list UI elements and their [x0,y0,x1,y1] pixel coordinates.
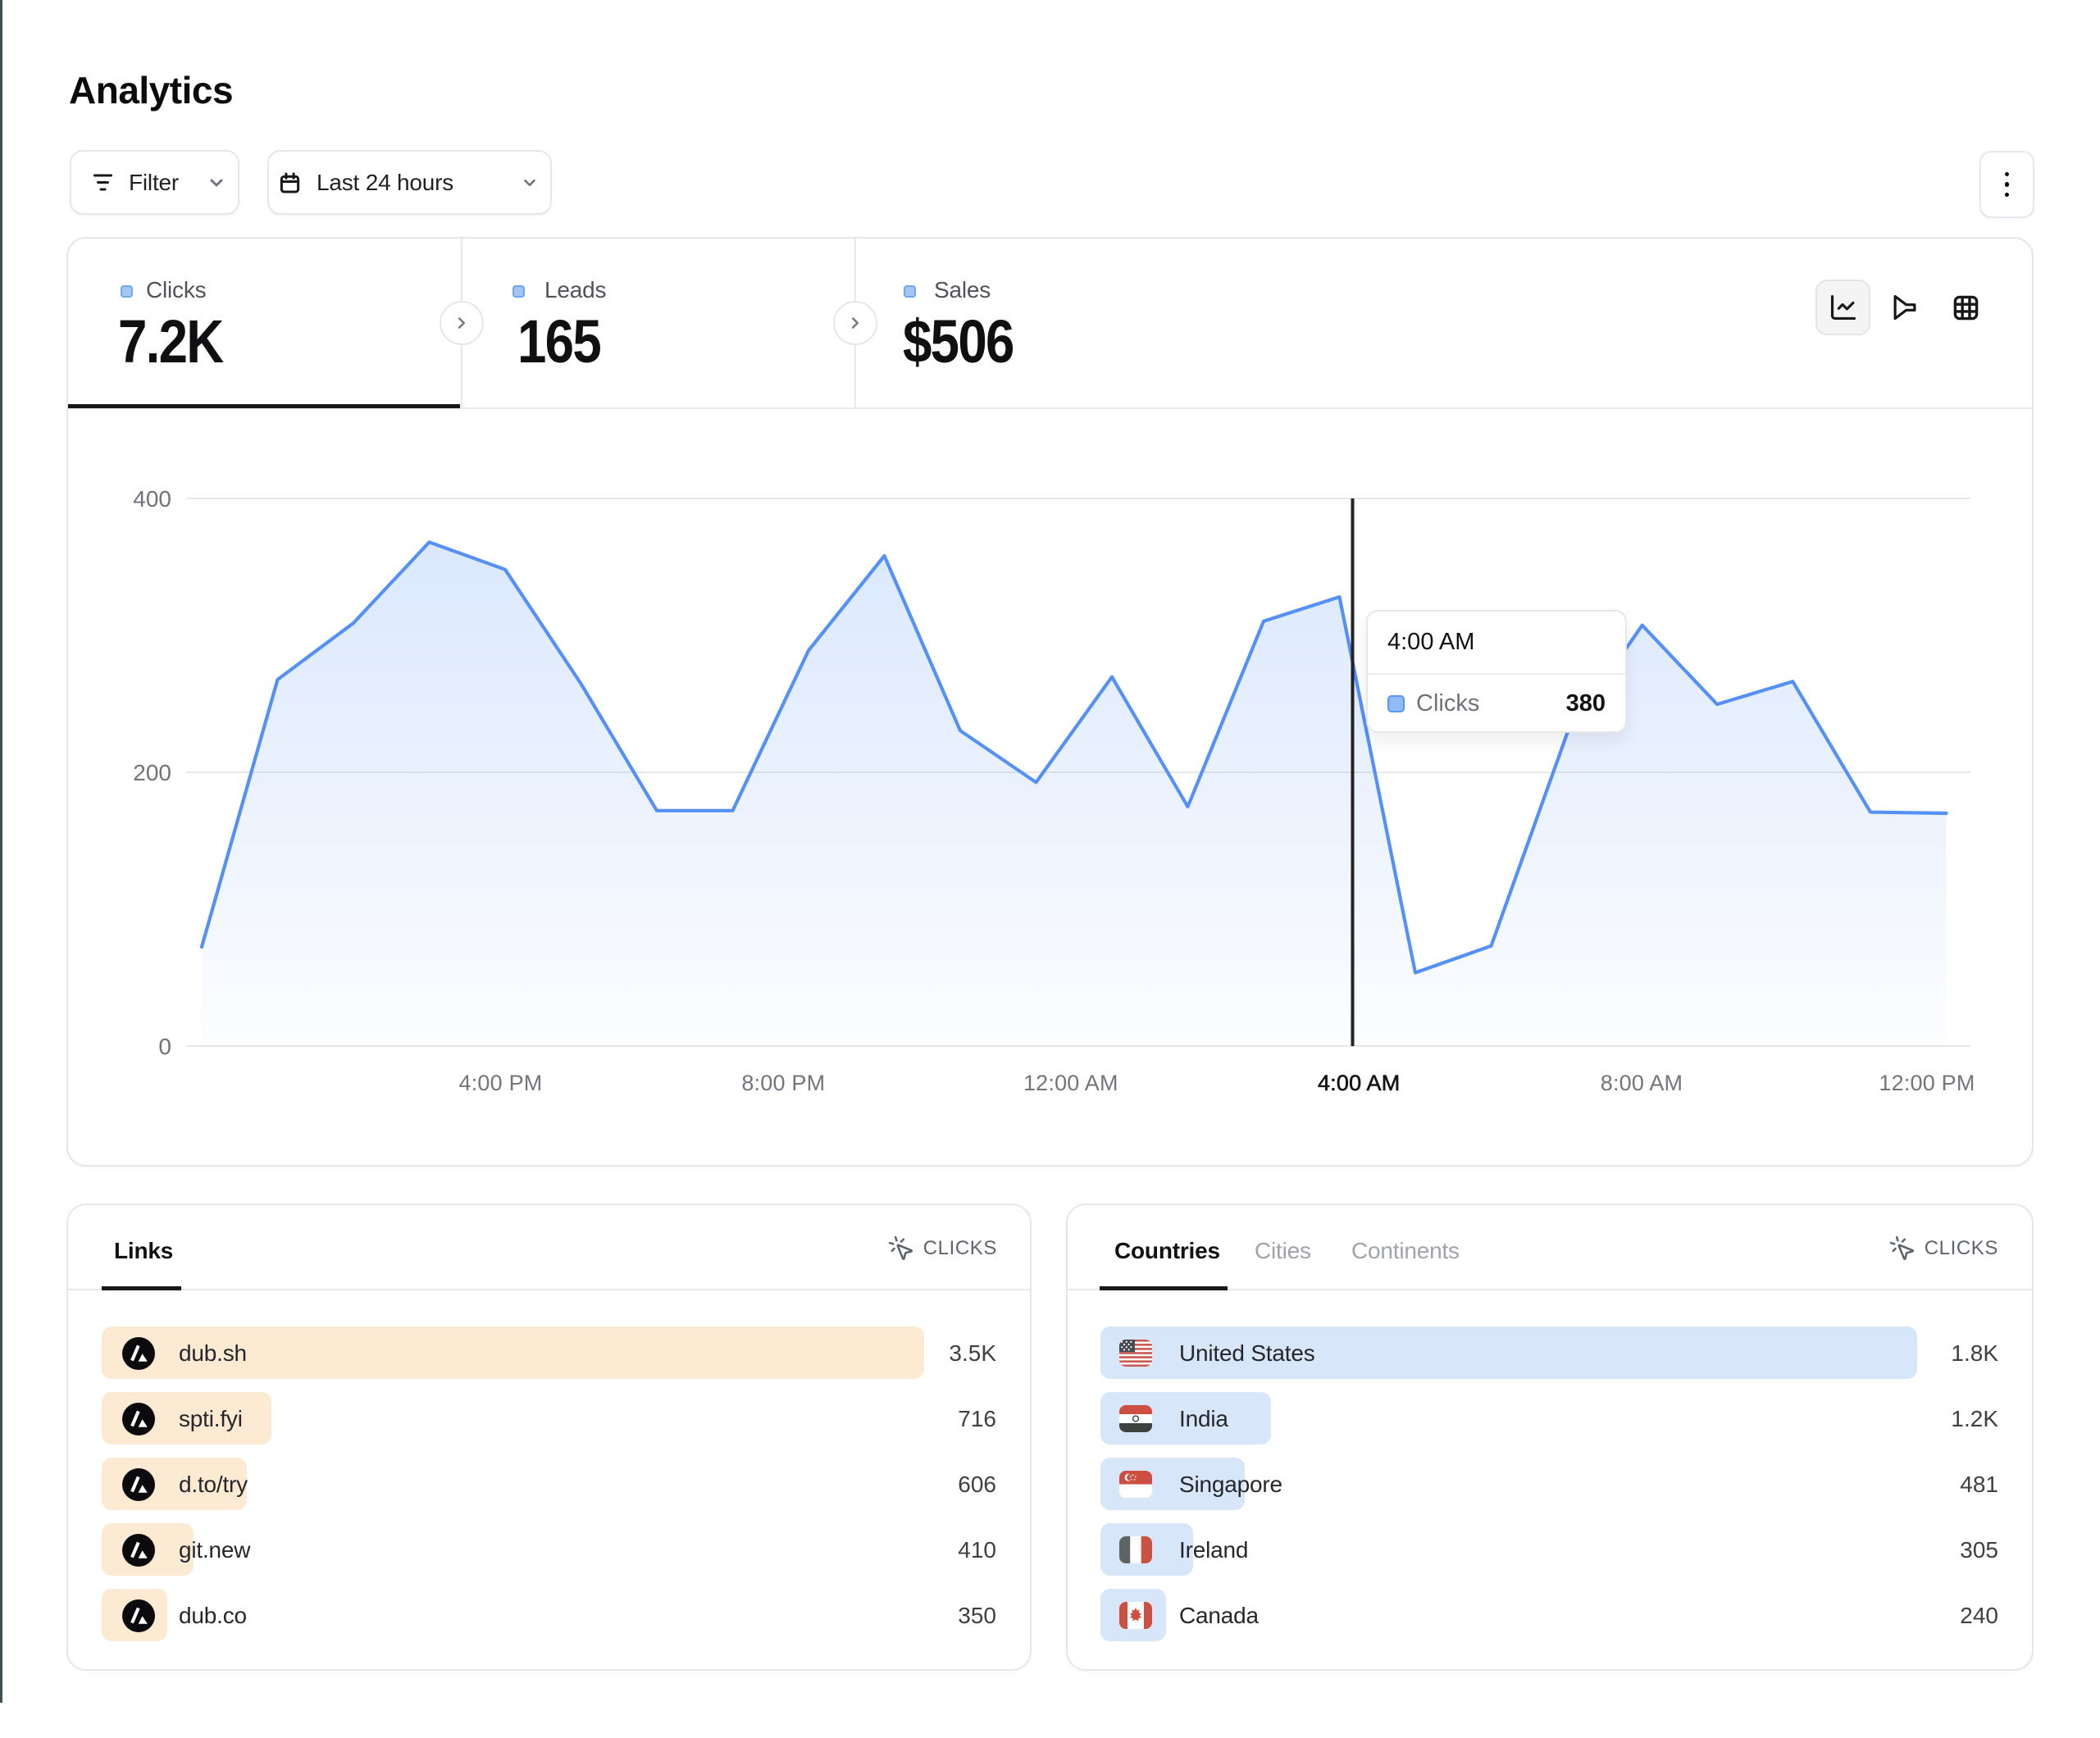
svg-text:12:00 AM: 12:00 AM [1023,1071,1118,1095]
svg-text:0: 0 [158,1034,171,1059]
svg-text:8:00 AM: 8:00 AM [1601,1071,1683,1095]
svg-text:400: 400 [133,486,171,512]
svg-text:4:00 AM: 4:00 AM [1318,1071,1400,1095]
svg-text:200: 200 [133,760,171,785]
svg-text:12:00 PM: 12:00 PM [1879,1071,1975,1095]
svg-text:8:00 PM: 8:00 PM [741,1071,825,1095]
svg-text:4:00 PM: 4:00 PM [459,1071,543,1095]
